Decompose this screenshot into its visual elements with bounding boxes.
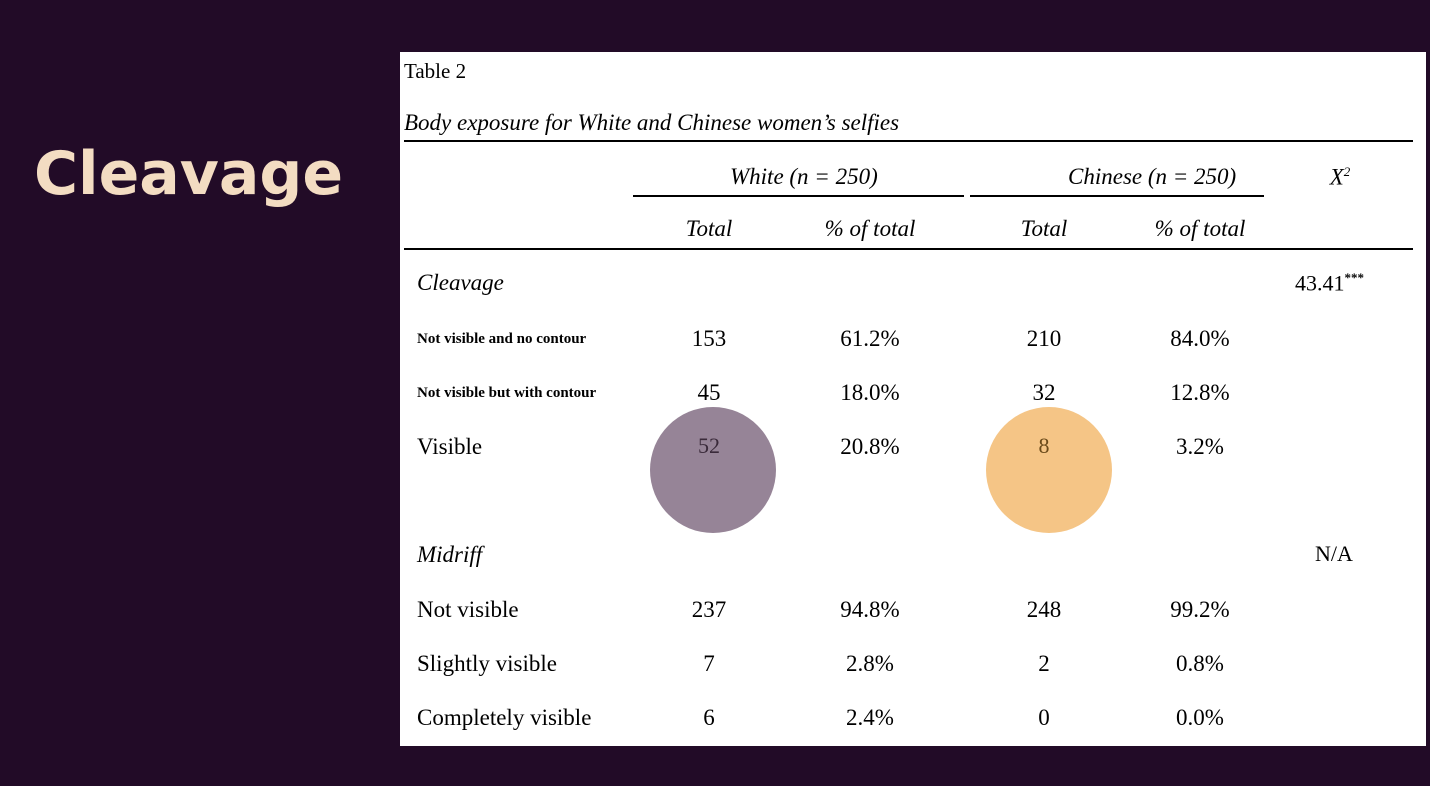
cell-value: 3.2%: [1176, 434, 1224, 459]
chi-square-symbol: X: [1329, 164, 1344, 190]
cell-value: 248: [1026, 597, 1062, 622]
cell-value: 45: [697, 380, 721, 405]
cell-value: 8: [1038, 433, 1050, 458]
cell-value: 84.0%: [1170, 326, 1230, 351]
cell-value: 0.0%: [1176, 705, 1224, 730]
cell-value: 0.8%: [1176, 651, 1224, 676]
highlight-circle-white: [650, 407, 776, 533]
cell-value: 32: [1032, 380, 1056, 405]
chi-square-superscript: 2: [1343, 164, 1351, 179]
chi-value-cleavage: 43.41***: [1295, 271, 1364, 294]
table-panel: Table 2 Body exposure for White and Chin…: [400, 52, 1426, 746]
cell-value: 61.2%: [840, 326, 900, 351]
cell-value: 2.8%: [846, 651, 894, 676]
cell-value: 6: [703, 705, 715, 730]
top-rule: [404, 140, 1413, 142]
cell-value: 237: [691, 597, 727, 622]
row-label: Slightly visible: [417, 651, 557, 676]
cell-value: 94.8%: [840, 597, 900, 622]
cell-value: 153: [691, 326, 727, 351]
cell-value: 99.2%: [1170, 597, 1230, 622]
chi-value-midriff: N/A: [1315, 541, 1353, 566]
chi-significance: ***: [1344, 270, 1365, 285]
header-bottom-rule: [404, 248, 1413, 250]
cell-value: 2: [1038, 651, 1050, 676]
subheader-total-white: Total: [685, 216, 733, 241]
section-name-cleavage: Cleavage: [417, 270, 504, 295]
cell-value: 0: [1038, 705, 1050, 730]
row-label: Not visible and no contour: [417, 331, 587, 347]
cell-value: 2.4%: [846, 705, 894, 730]
subheader-pct-chinese: % of total: [1154, 216, 1246, 241]
group-header-white: White (n = 250): [730, 164, 878, 189]
cell-value: 7: [703, 651, 715, 676]
cell-value: 210: [1026, 326, 1062, 351]
group-rule-chinese: [970, 195, 1264, 197]
section-name-midriff: Midriff: [417, 542, 483, 567]
cell-value: 18.0%: [840, 380, 900, 405]
chi-value: 43.41: [1295, 270, 1345, 296]
row-label: Completely visible: [417, 705, 592, 730]
row-label: Not visible: [417, 597, 519, 622]
subheader-total-chinese: Total: [1020, 216, 1068, 241]
slide-title: Cleavage: [34, 139, 344, 209]
highlight-circle-chinese: [986, 407, 1112, 533]
table-caption: Body exposure for White and Chinese wome…: [404, 110, 900, 135]
group-rule-white: [633, 195, 964, 197]
cell-value: 52: [698, 433, 720, 458]
cell-value: 20.8%: [840, 434, 900, 459]
subheader-pct-white: % of total: [824, 216, 916, 241]
row-label: Visible: [417, 434, 483, 459]
table-label: Table 2: [404, 59, 467, 83]
group-header-chinese: Chinese (n = 250): [1068, 164, 1237, 189]
cell-value: 12.8%: [1170, 380, 1230, 405]
chi-square-header: X2: [1270, 165, 1410, 189]
row-label: Not visible but with contour: [417, 385, 597, 401]
